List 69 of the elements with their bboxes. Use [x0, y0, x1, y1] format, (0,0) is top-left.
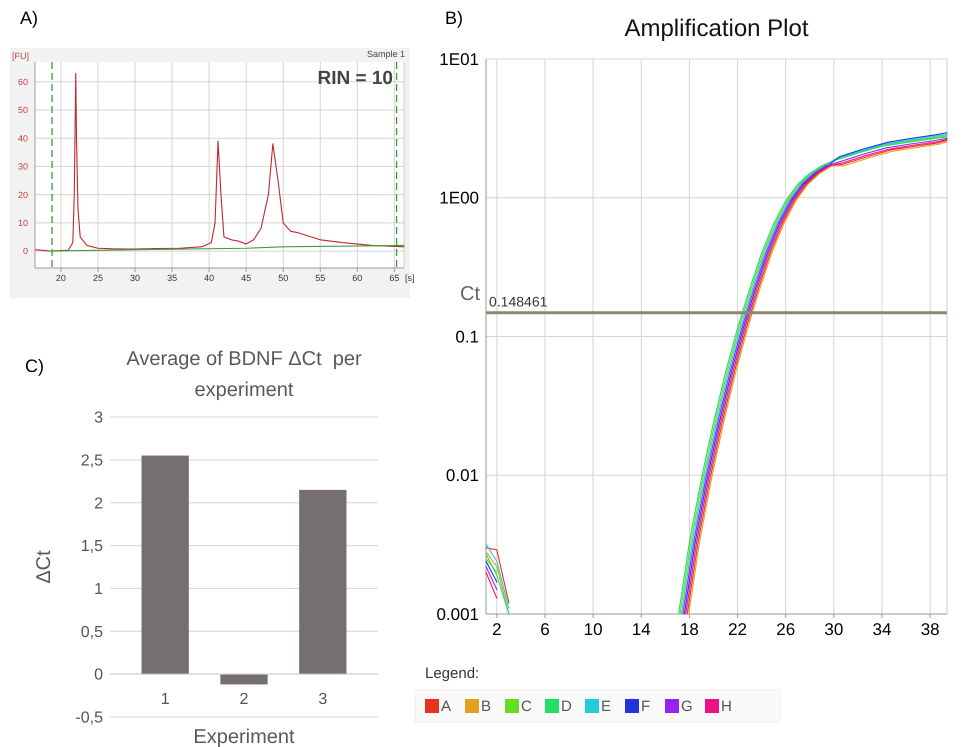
y-tick-label: 2: [94, 495, 104, 512]
y-tick-label: 20: [18, 190, 28, 200]
x-tick-label: 50: [278, 273, 288, 283]
y-tick-label: 0: [22, 246, 28, 256]
legend-label: H: [721, 698, 732, 715]
legend-label: F: [641, 698, 650, 715]
y-tick-label: 2,5: [80, 452, 104, 470]
x-tick-label: 25: [92, 273, 103, 283]
y-tick-label: 40: [18, 133, 28, 144]
x-tick-label: 65: [389, 273, 400, 283]
legend-label: D: [561, 698, 572, 715]
y-tick-label: 1E00: [439, 188, 479, 208]
line-series: [35, 72, 405, 252]
y-tick-label: 3: [94, 410, 104, 427]
x-tick-label: 30: [130, 273, 140, 283]
x-tick-label: 45: [241, 273, 252, 283]
x-tick-label: 35: [167, 273, 178, 283]
y-axis-title: [FU]: [12, 51, 29, 61]
y-tick-label: 1E01: [439, 50, 479, 69]
x-tick-label: 10: [584, 620, 603, 639]
x-tick-label: 34: [872, 620, 892, 639]
x-tick-label: 40: [204, 273, 214, 283]
chart-title: Amplification Plot: [624, 15, 809, 42]
text: A): [20, 8, 38, 28]
y-tick-label: 0.1: [455, 327, 479, 346]
annotation: RIN = 10: [317, 68, 393, 89]
y-tick-label: 50: [18, 105, 28, 116]
legend-label: G: [681, 698, 693, 715]
x-axis-title: Experiment: [193, 726, 296, 747]
x-tick-label: 60: [352, 273, 362, 283]
x-tick-label: 6: [540, 620, 550, 639]
x-tick-label: 30: [824, 620, 844, 639]
y-tick-label: 10: [18, 218, 28, 228]
y-tick-label: 1: [94, 581, 104, 598]
bar: [299, 490, 346, 674]
bar: [142, 456, 189, 674]
legend-label: E: [601, 698, 612, 715]
text: B): [445, 8, 463, 28]
y-tick-label: 60: [18, 76, 28, 87]
text: Ct: [460, 283, 480, 305]
x-tick-label: 38: [920, 620, 940, 639]
ref-line-label: 0.148461: [489, 294, 548, 310]
y-tick-label: 0: [94, 666, 104, 684]
text: C): [25, 356, 44, 376]
legend-label: B: [481, 698, 492, 715]
x-tick-label: 2: [240, 691, 249, 708]
y-tick-label: 0.01: [446, 466, 479, 486]
y-tick-label: 0,5: [80, 624, 104, 641]
x-tick-label: 20: [56, 273, 66, 283]
y-tick-label: -0,5: [75, 710, 104, 727]
bar: [220, 674, 268, 684]
x-tick-label: 3: [318, 691, 328, 708]
legend-label: C: [521, 698, 532, 715]
x-tick-label: 18: [680, 620, 699, 639]
text: Sample 1: [366, 49, 405, 59]
y-axis-title: ΔCt: [33, 550, 55, 584]
y-tick-label: 1,5: [80, 538, 104, 556]
x-axis-title: [s]: [405, 273, 415, 283]
x-tick-label: 14: [632, 620, 651, 639]
legend-title: Legend:: [425, 665, 480, 682]
x-tick-label: 55: [315, 273, 326, 283]
chart-title: Average of BDNF ΔCt per experiment: [126, 348, 362, 401]
x-tick-label: 26: [776, 620, 796, 639]
x-tick-label: 2: [492, 620, 502, 639]
y-tick-label: 0.001: [436, 604, 479, 624]
x-tick-label: 1: [160, 691, 170, 708]
legend-label: A: [441, 698, 452, 715]
y-tick-label: 30: [18, 162, 28, 172]
x-tick-label: 22: [728, 620, 748, 639]
